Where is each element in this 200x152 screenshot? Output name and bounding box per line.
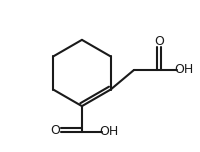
Text: O: O bbox=[51, 124, 61, 137]
Text: O: O bbox=[154, 35, 164, 48]
Text: OH: OH bbox=[174, 64, 194, 76]
Text: OH: OH bbox=[99, 125, 118, 138]
